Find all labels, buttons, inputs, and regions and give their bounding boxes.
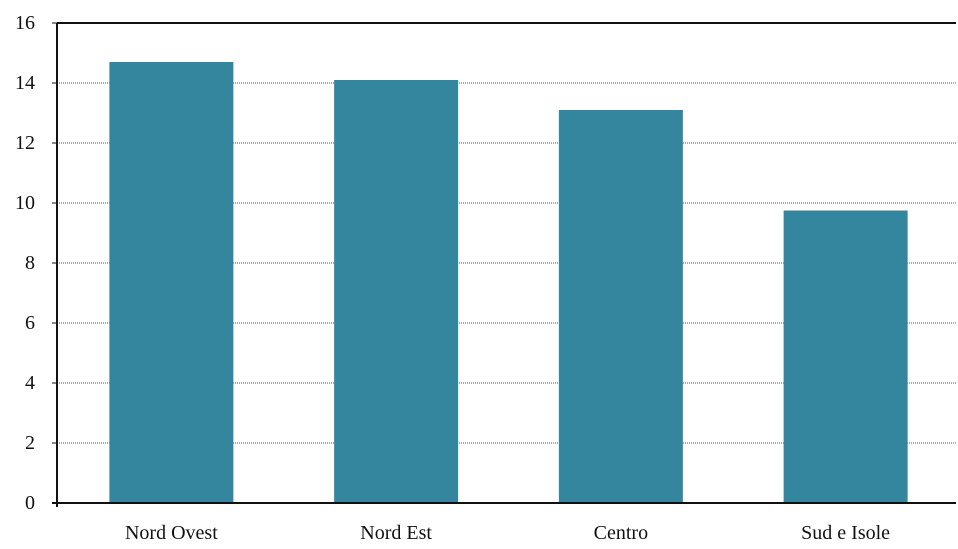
y-tick-label-2: 4 bbox=[25, 372, 35, 394]
axes bbox=[52, 22, 956, 507]
x-tick-label-3: Sud e Isole bbox=[801, 522, 890, 544]
y-tick-label-6: 12 bbox=[15, 132, 35, 154]
x-tick-label-1: Nord Est bbox=[360, 522, 432, 544]
bars bbox=[109, 62, 908, 503]
y-tick-label-3: 6 bbox=[25, 312, 35, 334]
y-tick-label-4: 8 bbox=[25, 252, 35, 274]
bar-2 bbox=[558, 110, 683, 503]
y-tick-label-0: 0 bbox=[25, 492, 35, 514]
y-tick-label-5: 10 bbox=[15, 192, 35, 214]
bar-3 bbox=[783, 210, 908, 503]
x-tick-label-0: Nord Ovest bbox=[125, 522, 218, 544]
tick-labels: 0 2 4 6 8 10 12 14 16 Nord Ovest Nord Est Centro Sud… bbox=[15, 12, 890, 544]
bar-0 bbox=[109, 62, 234, 503]
y-tick-label-8: 16 bbox=[15, 12, 35, 34]
x-tick-label-2: Centro bbox=[594, 522, 648, 544]
y-tick-label-1: 2 bbox=[25, 432, 35, 454]
bar-1 bbox=[334, 80, 459, 503]
y-tick-label-7: 14 bbox=[15, 72, 35, 94]
